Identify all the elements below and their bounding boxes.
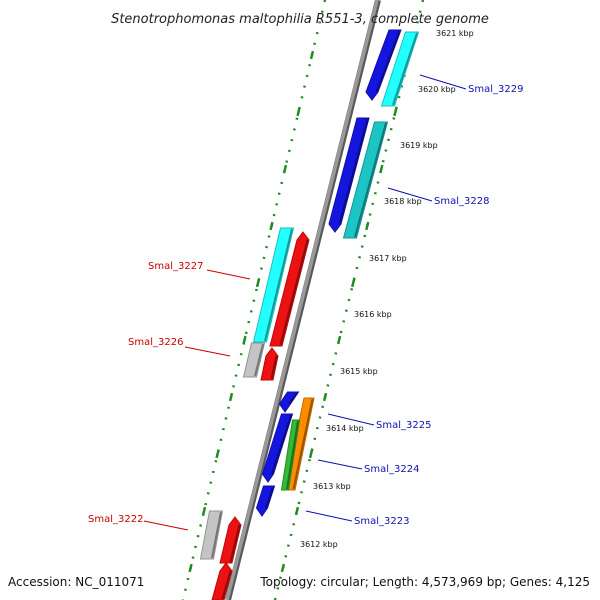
gene-3226-red bbox=[260, 347, 279, 381]
gene-3227-red bbox=[269, 231, 310, 347]
major-tick bbox=[336, 335, 342, 345]
major-tick bbox=[294, 506, 300, 516]
backbone-line bbox=[225, 0, 379, 600]
major-tick bbox=[269, 221, 274, 231]
kbp-label: 3621 kbp bbox=[436, 29, 474, 38]
major-tick bbox=[308, 449, 314, 459]
kbp-label: 3613 kbp bbox=[313, 482, 351, 491]
gene-3223-blue bbox=[255, 485, 276, 517]
kbp-label: 3612 kbp bbox=[300, 540, 338, 549]
gene-label: Smal_3228 bbox=[434, 196, 489, 207]
gene-leader-line bbox=[305, 510, 353, 522]
gene-features bbox=[199, 29, 420, 600]
gene-3225-blue bbox=[278, 391, 300, 413]
major-tick bbox=[188, 563, 193, 573]
major-tick bbox=[215, 449, 220, 459]
kbp-markers: 3621 kbp 3620 kbp 3619 kbp 3618 kbp 3617 kbp… bbox=[300, 29, 474, 549]
gene-label: Smal_3226 bbox=[128, 337, 183, 348]
gene-3224-green bbox=[280, 419, 301, 491]
map-title: Stenotrophomonas maltophilia R551-3, com… bbox=[111, 12, 489, 27]
genome-summary-text: Topology: circular; Length: 4,573,969 bp… bbox=[259, 575, 590, 589]
gene-leader-line bbox=[327, 413, 375, 426]
gene-label: Smal_3223 bbox=[354, 516, 409, 527]
major-tick bbox=[242, 335, 247, 345]
gene-label: Smal_3225 bbox=[376, 420, 431, 431]
gene-3229-cyan bbox=[380, 31, 420, 107]
kbp-label: 3614 kbp bbox=[326, 424, 364, 433]
gene-leader-line bbox=[387, 187, 433, 202]
inner-tick-line bbox=[273, 0, 425, 600]
major-tick bbox=[282, 164, 288, 174]
major-tick bbox=[351, 278, 356, 288]
genome-backbone bbox=[225, 0, 381, 600]
gene-3228-blue bbox=[328, 117, 370, 233]
gene-leader-line bbox=[143, 520, 189, 531]
gene-3224-blue bbox=[261, 413, 294, 483]
major-tick bbox=[255, 278, 261, 288]
major-tick bbox=[280, 563, 286, 573]
gene-label: Smal_3229 bbox=[468, 84, 523, 95]
major-tick bbox=[228, 392, 234, 402]
gene-3229-blue bbox=[365, 29, 402, 101]
gene-labels: Smal_3229 Smal_3228 Smal_3227 Smal_3226 Smal… bbox=[88, 84, 523, 527]
gene-leader-line bbox=[184, 346, 231, 357]
major-tick bbox=[379, 164, 384, 174]
gene-3221-red bbox=[211, 562, 233, 600]
accession-text: Accession: NC_011071 bbox=[8, 575, 144, 589]
gene-leader-line bbox=[317, 459, 363, 470]
gene-leader-line bbox=[206, 269, 251, 280]
gene-3226-silver bbox=[242, 342, 266, 378]
major-tick bbox=[365, 221, 370, 231]
kbp-label: 3618 kbp bbox=[384, 197, 422, 206]
kbp-label: 3616 kbp bbox=[354, 310, 392, 319]
major-tick bbox=[296, 107, 301, 117]
gene-label: Smal_3227 bbox=[148, 261, 203, 272]
kbp-label: 3615 kbp bbox=[340, 367, 378, 376]
gene-label: Smal_3224 bbox=[364, 464, 419, 475]
major-tick bbox=[309, 50, 315, 60]
kbp-label: 3620 kbp bbox=[418, 85, 456, 94]
gene-leader-line bbox=[419, 74, 467, 90]
outer-tick-line bbox=[181, 0, 327, 600]
gene-3228-teal bbox=[342, 121, 389, 239]
major-tick bbox=[201, 506, 207, 516]
gene-3222-silver bbox=[199, 510, 224, 560]
gene-3227-cyan bbox=[252, 227, 295, 343]
kbp-label: 3619 kbp bbox=[400, 141, 438, 150]
gene-label: Smal_3222 bbox=[88, 514, 143, 525]
major-tick bbox=[393, 107, 398, 117]
kbp-label: 3617 kbp bbox=[369, 254, 407, 263]
major-tick bbox=[322, 392, 328, 402]
label-leader-lines bbox=[143, 74, 467, 531]
